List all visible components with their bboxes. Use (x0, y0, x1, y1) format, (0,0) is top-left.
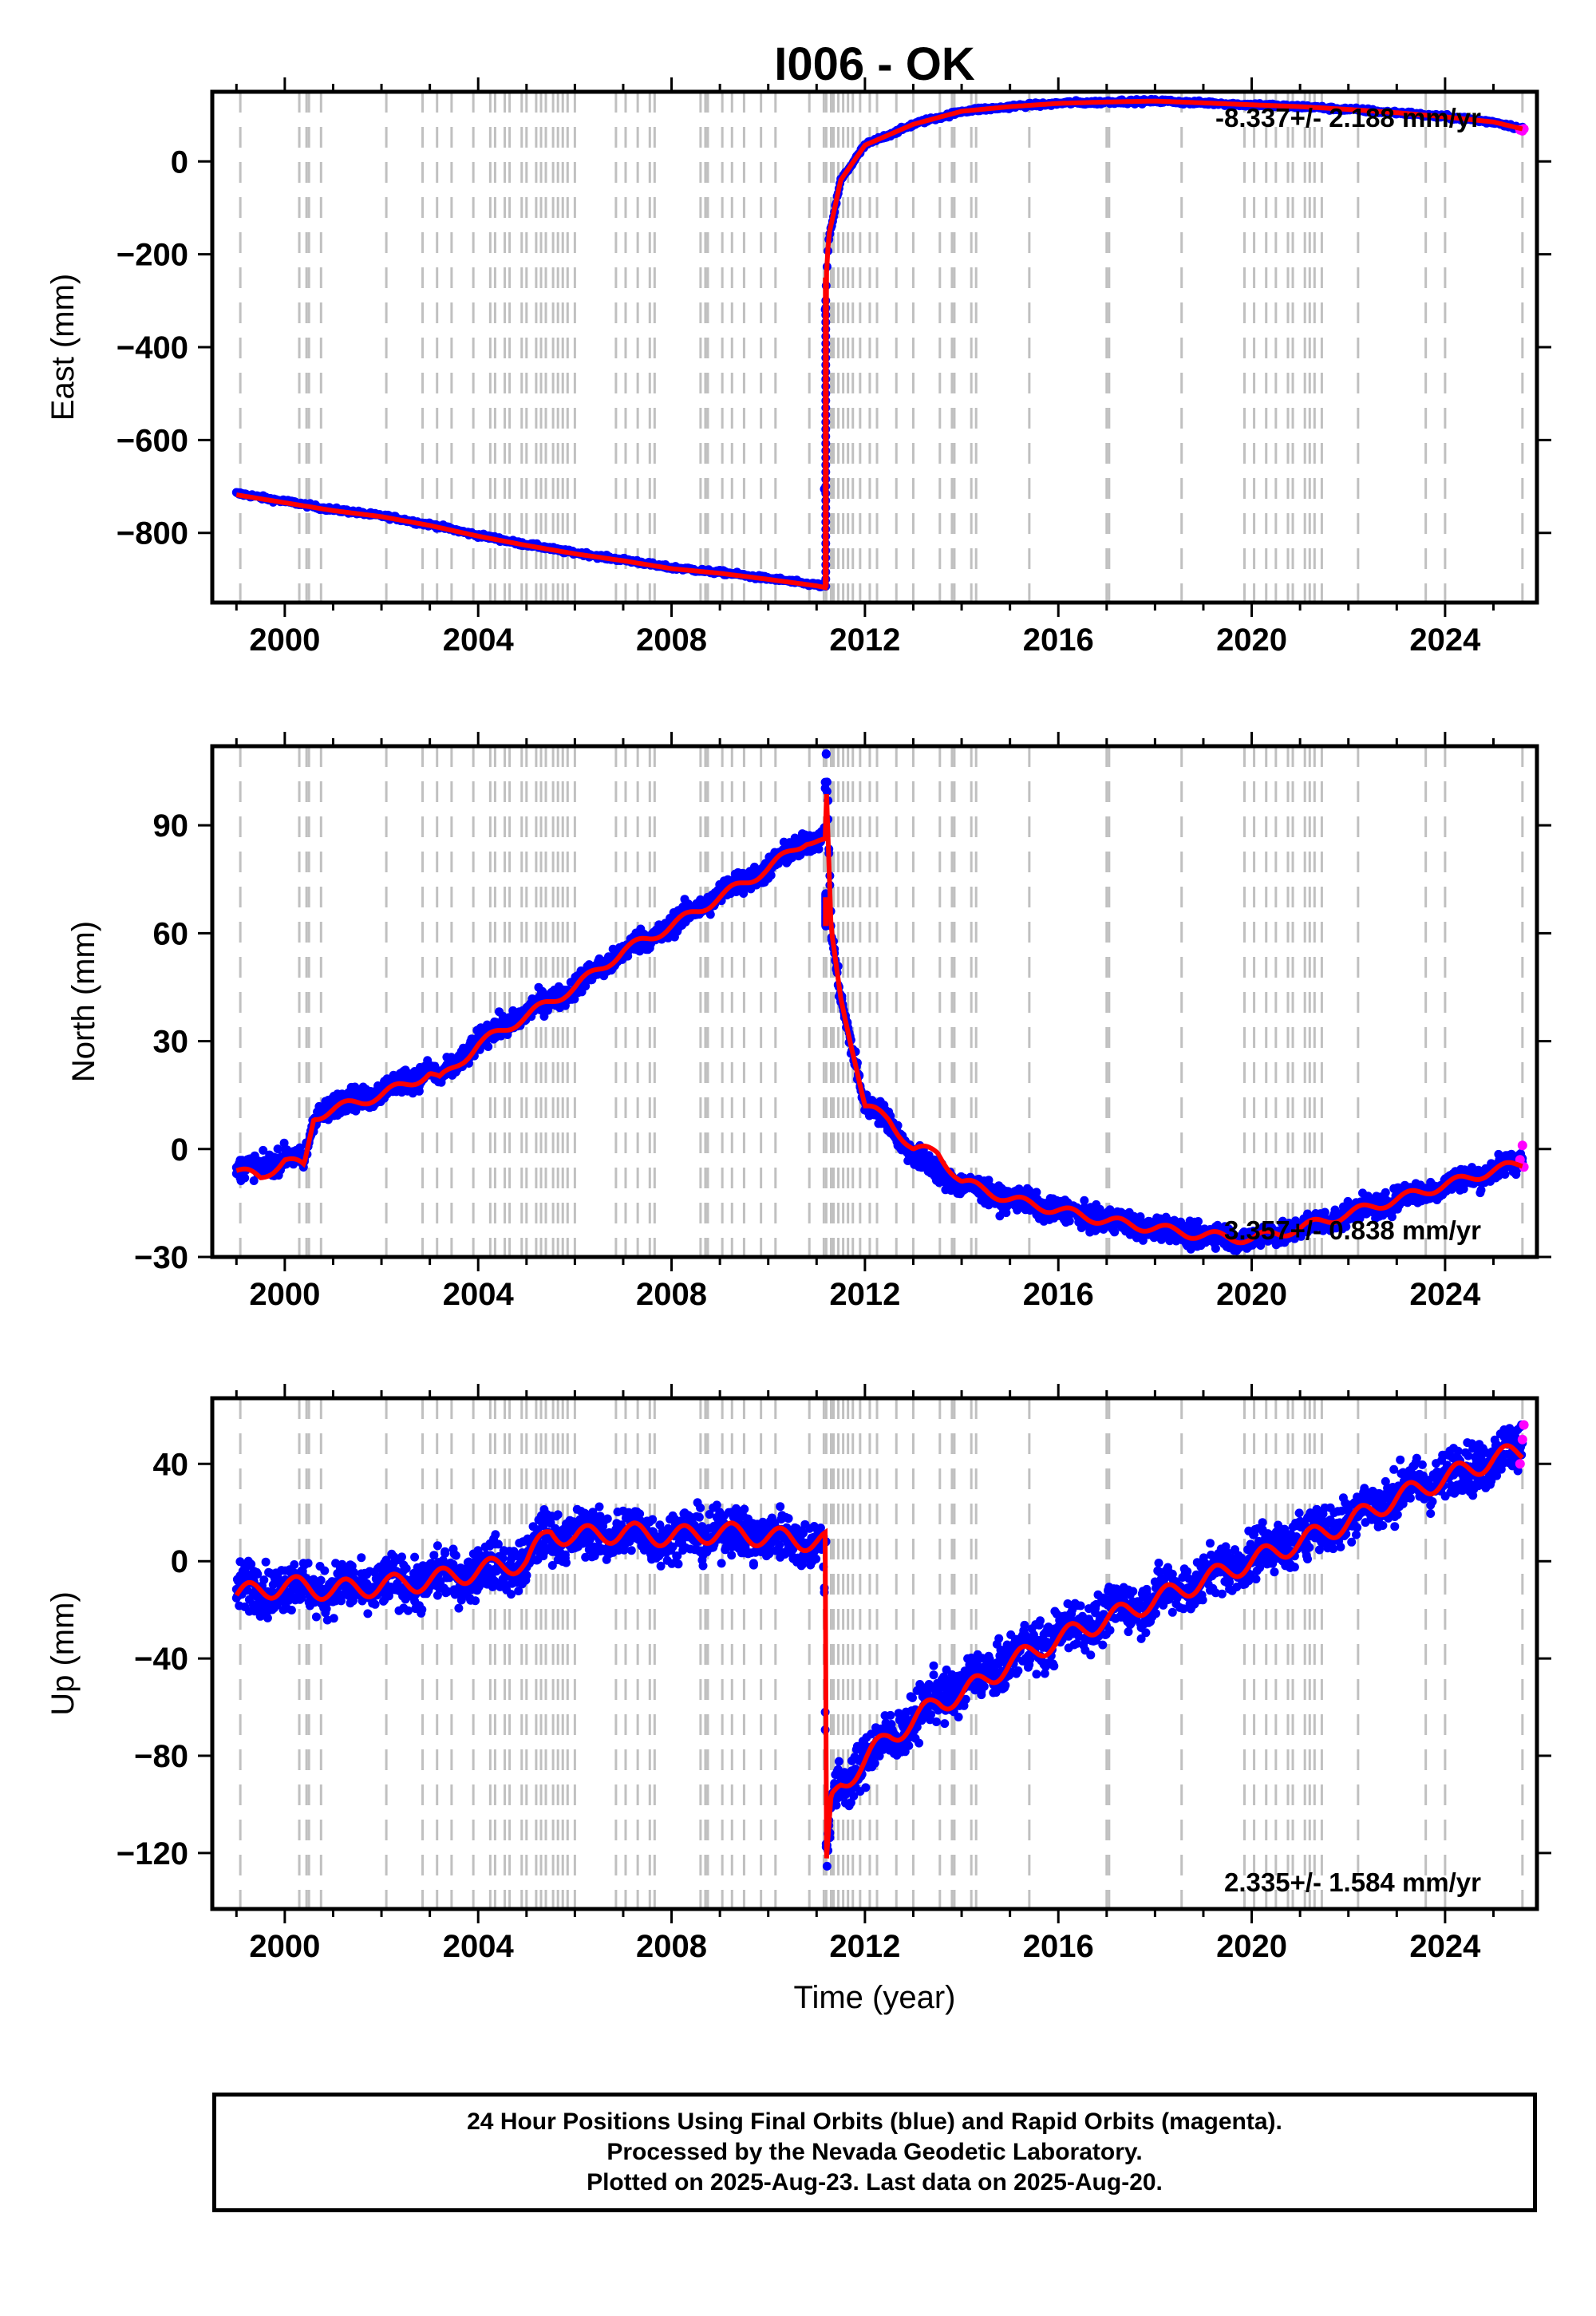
y-axis: −800 −600 −400 −200 0 (117, 144, 1551, 551)
chart-title: I006 - OK (774, 38, 975, 90)
x-tick-label: 2000 (249, 1277, 320, 1312)
rapid-orbit-point (1517, 1140, 1527, 1151)
event-lines (239, 746, 1524, 1257)
east-panel: 2000 2004 2008 2012 2016 2020 2024 −800 −600 −400… (45, 77, 1551, 658)
final-orbit-point (273, 1144, 282, 1154)
y-tick-label: 0 (171, 144, 188, 180)
y-tick-label: −200 (117, 238, 188, 273)
final-orbit-point (263, 1613, 272, 1622)
final-orbit-point (249, 1176, 259, 1185)
x-tick-label: 2016 (1023, 622, 1094, 658)
x-tick-label: 2020 (1216, 1277, 1287, 1312)
final-orbit-point (303, 1559, 313, 1568)
final-orbit-point (295, 1143, 305, 1152)
final-orbit-point (570, 994, 579, 1004)
final-orbit-point (261, 1557, 271, 1567)
final-orbit-point (363, 1609, 373, 1618)
final-orbit-point (290, 1560, 299, 1569)
final-orbit-point (1381, 1188, 1390, 1197)
x-tick-label: 2020 (1216, 622, 1287, 658)
x-tick-label: 2004 (443, 1277, 515, 1312)
final-orbit-point (286, 1606, 296, 1614)
up-panel: 2000 2004 2008 2012 2016 2020 2024−120−80−4004… (45, 1384, 1551, 1964)
final-orbit-point (663, 933, 673, 943)
y-axis-label: North (mm) (66, 921, 101, 1082)
final-orbit-point (240, 1173, 250, 1183)
y-tick-label: −400 (117, 330, 188, 366)
final-orbit-point (623, 951, 633, 961)
final-orbit-point (705, 910, 715, 919)
final-orbit-point (1110, 1227, 1120, 1237)
model-line (235, 98, 1523, 591)
y-tick-label: −30 (134, 1240, 188, 1275)
x-tick-label: 2012 (829, 622, 900, 658)
plot-area (231, 94, 1529, 591)
final-orbit-point (1194, 1217, 1203, 1226)
x-tick-label: 2008 (636, 622, 707, 658)
final-orbit-point (1320, 1207, 1329, 1217)
final-orbit-point (350, 1567, 359, 1577)
y-tick-label: −800 (117, 516, 188, 551)
final-orbit-point (1476, 1185, 1486, 1195)
y-axis-label: East (mm) (45, 274, 81, 421)
north-panel: 2000 2004 2008 2012 2016 2020 2024 −30 0 30 60 90 No… (66, 732, 1551, 1312)
plot-frame (210, 744, 1539, 1259)
event-lines (239, 1398, 1524, 1909)
x-tick-label: 2008 (636, 1277, 707, 1312)
x-tick-label: 2004 (443, 622, 515, 658)
x-tick-label: 2012 (829, 1277, 900, 1312)
final-orbit-point (1032, 1188, 1041, 1197)
final-orbit-point (1065, 1216, 1074, 1226)
final-orbit-point (316, 1575, 326, 1585)
plot-area (231, 1420, 1529, 1871)
final-orbit-point (259, 1575, 269, 1585)
final-orbit-point (311, 1612, 321, 1622)
y-tick-label: 60 (153, 916, 189, 951)
final-orbit-points (231, 749, 1527, 1255)
final-orbit-point (259, 1145, 268, 1155)
y-tick-label: 30 (153, 1025, 189, 1060)
final-orbit-point (329, 1614, 338, 1623)
final-orbit-point (484, 1042, 493, 1051)
final-orbit-point (822, 787, 832, 796)
plot-area (231, 749, 1529, 1255)
x-tick-label: 2024 (1409, 1277, 1481, 1312)
velocity-rate-label: 3.357+/- 0.838 mm/yr (1224, 1215, 1481, 1245)
final-orbit-point (370, 1599, 380, 1609)
y-tick-label: 0 (171, 1132, 188, 1168)
final-orbit-point (1211, 1243, 1220, 1253)
final-orbit-point (814, 844, 824, 854)
final-orbit-point (414, 1086, 424, 1096)
final-orbit-point (821, 749, 831, 758)
velocity-rate-label: -8.337+/- 2.188 mm/yr (1215, 103, 1481, 132)
final-orbit-point (1136, 1212, 1145, 1221)
final-orbit-point (1080, 1196, 1089, 1205)
y-tick-label: 90 (153, 808, 189, 844)
final-orbit-point (822, 777, 832, 787)
y-tick-label: −600 (117, 423, 188, 458)
final-orbit-point (766, 871, 776, 880)
final-orbit-points (231, 1420, 1527, 1871)
model-line (235, 793, 1523, 1246)
final-orbit-point (1129, 1211, 1139, 1221)
final-orbit-points (231, 94, 1527, 591)
x-tick-label: 2024 (1409, 622, 1481, 658)
final-orbit-point (357, 1553, 366, 1563)
final-orbit-point (1001, 1208, 1011, 1218)
final-orbit-point (1156, 1235, 1166, 1244)
x-tick-label: 2016 (1023, 1277, 1094, 1312)
final-orbit-point (320, 1566, 330, 1575)
x-tick-label: 2000 (249, 622, 320, 658)
x-axis: 2000 2004 2008 2012 2016 2020 2024 (235, 77, 1495, 658)
